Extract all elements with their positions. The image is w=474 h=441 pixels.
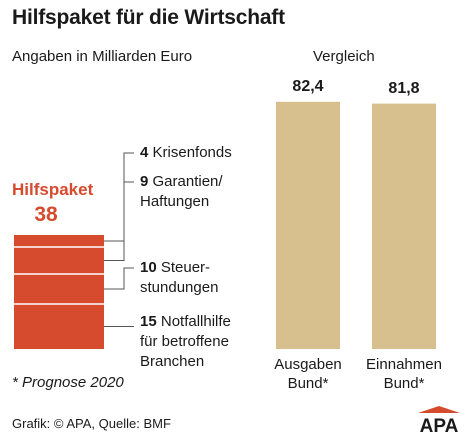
package-segment-bar xyxy=(14,247,104,274)
comparison-bar-label: Ausgaben Bund* xyxy=(263,355,353,393)
segment-leader-line xyxy=(104,181,134,261)
segment-value: 4 xyxy=(140,144,153,161)
apa-logo-text: APA xyxy=(420,416,459,434)
comparison-bar xyxy=(372,103,436,349)
package-segment-label: 15 Notfallhilfe für betroffene Branchen xyxy=(140,312,231,372)
category-label-line: Bund* xyxy=(287,375,329,392)
segment-label-line: 4 Krisenfonds xyxy=(140,144,232,161)
category-label-line: Ausgaben xyxy=(274,356,342,373)
package-segment-label: 10 Steuer-stundungen xyxy=(140,258,218,298)
category-label-line: Bund* xyxy=(383,375,425,392)
comparison-label: Vergleich xyxy=(313,48,375,65)
segment-leader-line xyxy=(104,267,134,290)
segment-value: 15 xyxy=(140,313,161,330)
package-segment-label: 4 Krisenfonds xyxy=(140,143,232,163)
source-credit: Grafik: © APA, Quelle: BMF xyxy=(12,416,171,431)
segment-label-line: stundungen xyxy=(140,279,219,296)
comparison-bar-value: 82,4 xyxy=(292,77,324,95)
chart-subtitle: Angaben in Milliarden Euro xyxy=(12,48,193,65)
comparison-bar xyxy=(276,101,340,349)
segment-value: 10 xyxy=(140,259,161,276)
segment-label-line: Branchen xyxy=(140,353,205,370)
package-segment-bar xyxy=(14,274,104,304)
segment-label-line: 15 Notfallhilfe xyxy=(140,313,231,330)
package-segment-bar xyxy=(14,235,104,247)
segment-label-line: 10 Steuer- xyxy=(140,259,211,276)
category-label-line: Einnahmen xyxy=(366,356,442,373)
segment-leader-line xyxy=(104,152,134,242)
segment-label-line: für betroffene xyxy=(140,333,229,350)
comparison-bar-label: Einnahmen Bund* xyxy=(359,355,449,393)
segment-label-line: Haftungen xyxy=(140,193,210,210)
package-segment-bar xyxy=(14,304,104,349)
footnote: * Prognose 2020 xyxy=(12,374,124,391)
package-label: Hilfspaket xyxy=(12,180,94,199)
apa-logo: APA xyxy=(418,406,460,434)
apa-logo-roof xyxy=(418,406,460,413)
segment-label-line: 9 Garantien/ xyxy=(140,173,223,190)
package-segment-label: 9 Garantien/Haftungen xyxy=(140,172,223,212)
package-total: 38 xyxy=(34,203,58,226)
segment-value: 9 xyxy=(140,173,153,190)
chart-title: Hilfspaket für die Wirtschaft xyxy=(12,6,285,29)
comparison-bar-value: 81,8 xyxy=(388,79,420,97)
